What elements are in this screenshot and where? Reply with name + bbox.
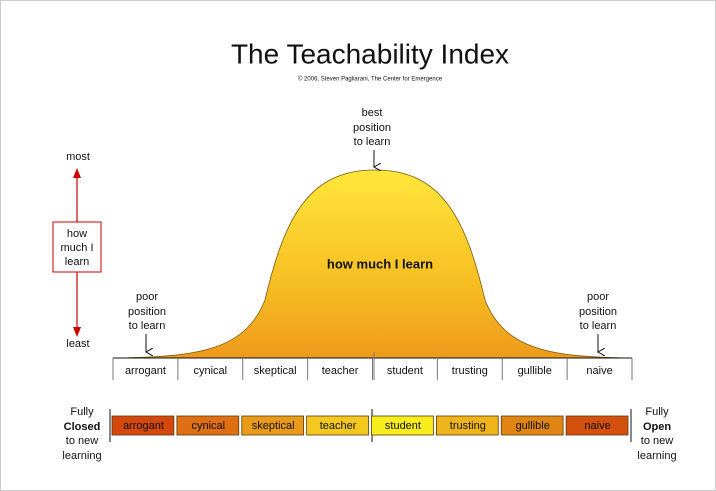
spectrum-label: naive (584, 420, 610, 432)
curve-label: how much I learn (327, 256, 433, 271)
best-label: best (362, 107, 383, 119)
category-label: trusting (452, 365, 488, 377)
category-label: naive (586, 365, 612, 377)
axis-box (52, 221, 102, 273)
spectrum-label: student (385, 420, 421, 432)
best-label: to learn (354, 136, 391, 148)
poor-left-label: to learn (129, 320, 166, 332)
axis-bottom: least (66, 338, 89, 350)
spectrum-label: arrogant (123, 420, 164, 432)
spectrum-cell (241, 415, 305, 436)
spectrum-left: Fully (70, 406, 94, 418)
spectrum-right: Fully (645, 406, 669, 418)
category-label: arrogant (125, 365, 166, 377)
spectrum-right: Open (643, 421, 671, 433)
title: The Teachability Index (231, 38, 509, 69)
spectrum-cell (306, 415, 369, 436)
category-label: student (387, 365, 423, 377)
spectrum-label: gullible (516, 420, 550, 432)
spectrum-left: Closed (64, 421, 101, 433)
spectrum-right: learning (637, 450, 676, 462)
spectrum-left: learning (62, 450, 101, 462)
category-label: gullible (518, 365, 552, 377)
spectrum-label: cynical (192, 420, 226, 432)
poor-right-label: poor (587, 291, 609, 303)
axis-box-label: learn (65, 256, 89, 268)
axis-box-label: how (67, 228, 87, 240)
poor-right-label: to learn (580, 320, 617, 332)
spectrum-cell (500, 415, 564, 436)
spectrum-label: teacher (320, 420, 357, 432)
spectrum-left: to new (66, 435, 98, 447)
best-label: position (353, 122, 391, 134)
poor-left-label: poor (136, 291, 158, 303)
poor-left-label: position (128, 306, 166, 318)
spectrum-label: skeptical (252, 420, 295, 432)
category-label: skeptical (254, 365, 297, 377)
spectrum-cell (176, 415, 240, 436)
spectrum-cell (565, 415, 629, 436)
axis-top: most (66, 151, 90, 163)
category-label: cynical (194, 365, 228, 377)
poor-right-label: position (579, 306, 617, 318)
spectrum-right: to new (641, 435, 673, 447)
copyright: © 2006, Steven Pagliarani, The Center fo… (298, 76, 443, 83)
category-label: teacher (322, 365, 359, 377)
spectrum-cell (371, 415, 434, 436)
axis-box-label: much I (60, 242, 93, 254)
spectrum-cell (111, 415, 175, 436)
spectrum-cell (435, 415, 499, 436)
spectrum-label: trusting (450, 420, 486, 432)
